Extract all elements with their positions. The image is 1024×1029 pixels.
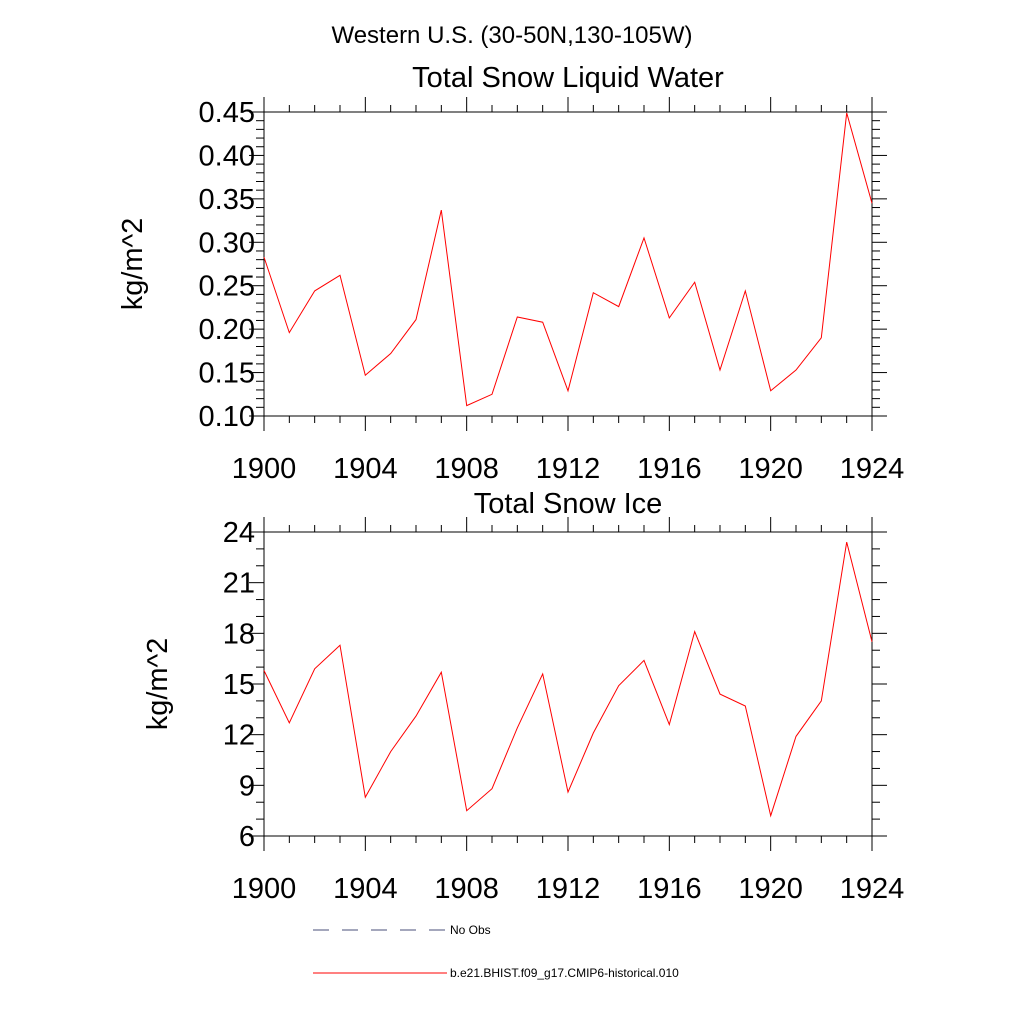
chart-0-xtick-label: 1900 xyxy=(232,453,297,485)
chart-0-ytick-label: 0.30 xyxy=(199,227,255,259)
chart-1-ytick-label: 6 xyxy=(239,821,255,853)
chart-0-xtick-label: 1912 xyxy=(536,453,601,485)
chart-0-xtick-label: 1924 xyxy=(840,453,905,485)
legend: No Obs b.e21.BHIST.f09_g17.CMIP6-histori… xyxy=(313,923,679,980)
chart-1-title: Total Snow Ice xyxy=(474,488,663,520)
chart-1-ylabel: kg/m^2 xyxy=(142,638,174,731)
chart-1-ytick-label: 9 xyxy=(239,770,255,802)
chart-1-xtick-label: 1912 xyxy=(536,873,601,905)
chart-1-xtick-label: 1924 xyxy=(840,873,905,905)
chart-1-ytick-label: 18 xyxy=(223,618,255,650)
chart-0-title: Total Snow Liquid Water xyxy=(412,62,724,94)
panel-snow-liquid-water: Total Snow Liquid Water kg/m^2 1900 1904 190… xyxy=(117,62,904,485)
chart-1-ytick-label: 12 xyxy=(223,720,255,752)
figure-title: Western U.S. (30-50N,130-105W) xyxy=(331,22,692,49)
chart-1-ytick-label: 24 xyxy=(223,517,255,549)
chart-0-ytick-label: 0.35 xyxy=(199,184,255,216)
panel-snow-ice: Total Snow Ice kg/m^2 1900 1904 1908 1912 1916… xyxy=(142,488,904,905)
chart-1-xtick-label: 1920 xyxy=(738,873,803,905)
chart-0-ytick-label: 0.15 xyxy=(199,358,255,390)
chart-0-xtick-label: 1904 xyxy=(333,453,398,485)
chart-0-series-0-line xyxy=(263,112,873,407)
chart-0-xtick-label: 1920 xyxy=(738,453,803,485)
chart-1-xtick-label: 1900 xyxy=(232,873,297,905)
chart-0-ytick-label: 0.45 xyxy=(199,97,255,129)
chart-0-ylabel: kg/m^2 xyxy=(117,218,149,311)
chart-0-ytick-label: 0.25 xyxy=(199,271,255,303)
chart-1-ytick-label: 15 xyxy=(223,669,255,701)
chart-0-ytick-label: 0.20 xyxy=(199,314,255,346)
chart-0-xtick-label: 1916 xyxy=(637,453,702,485)
chart-1-xtick-label: 1904 xyxy=(333,873,398,905)
chart-1-xtick-label: 1916 xyxy=(637,873,702,905)
chart-1-ytick-label: 21 xyxy=(223,568,255,600)
chart-1-series-0-line xyxy=(263,541,873,818)
chart-0-xtick-label: 1908 xyxy=(434,453,499,485)
legend-label-no-obs: No Obs xyxy=(450,923,491,937)
chart-0-ytick-label: 0.40 xyxy=(199,140,255,172)
chart-0-frame xyxy=(263,111,873,417)
legend-label-model: b.e21.BHIST.f09_g17.CMIP6-historical.010 xyxy=(450,966,679,980)
chart-1-xtick-label: 1908 xyxy=(434,873,499,905)
chart-0-ytick-label: 0.10 xyxy=(199,401,255,433)
